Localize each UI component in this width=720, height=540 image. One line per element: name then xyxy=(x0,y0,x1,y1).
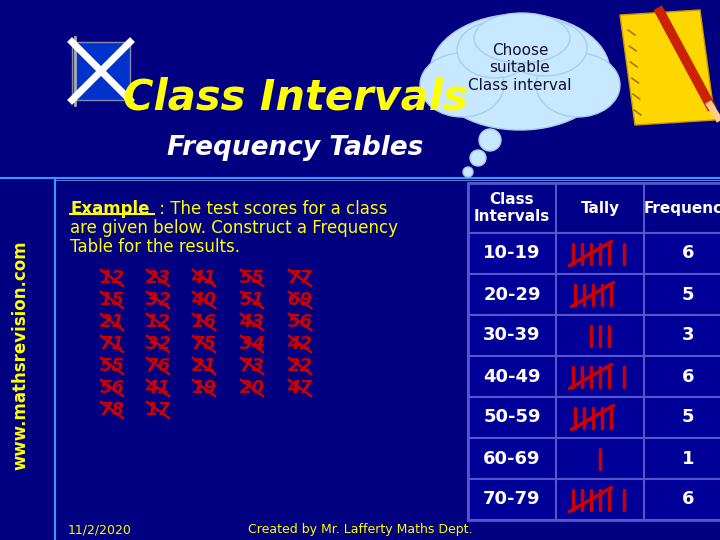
Text: 6: 6 xyxy=(682,490,694,509)
Text: : The test scores for a class: : The test scores for a class xyxy=(154,200,387,218)
Ellipse shape xyxy=(420,53,504,117)
Text: www.mathsrevision.com: www.mathsrevision.com xyxy=(11,240,29,470)
Ellipse shape xyxy=(474,13,570,63)
Text: Class Intervals: Class Intervals xyxy=(122,77,467,119)
Text: 75: 75 xyxy=(192,335,217,353)
Text: 19: 19 xyxy=(192,379,217,397)
Ellipse shape xyxy=(457,22,533,78)
Text: 5: 5 xyxy=(682,408,694,427)
Text: Example: Example xyxy=(70,200,150,218)
Circle shape xyxy=(470,150,486,166)
Text: 11/2/2020: 11/2/2020 xyxy=(68,523,132,537)
Bar xyxy=(468,183,720,233)
Text: 51: 51 xyxy=(240,291,264,309)
Ellipse shape xyxy=(430,14,610,130)
Bar xyxy=(468,183,720,520)
Text: 12: 12 xyxy=(145,313,171,331)
Text: 6: 6 xyxy=(682,245,694,262)
Polygon shape xyxy=(620,10,715,125)
Text: 32: 32 xyxy=(145,335,171,353)
Bar xyxy=(468,438,720,479)
Text: 17: 17 xyxy=(145,401,171,419)
Bar xyxy=(468,397,720,438)
Text: 60-69: 60-69 xyxy=(483,449,541,468)
Text: are given below. Construct a Frequency: are given below. Construct a Frequency xyxy=(70,219,398,237)
Text: Choose
suitable
Class interval: Choose suitable Class interval xyxy=(468,43,572,93)
Text: 69: 69 xyxy=(287,291,312,309)
Text: 32: 32 xyxy=(145,291,171,309)
Bar xyxy=(468,274,720,315)
Bar xyxy=(468,233,720,274)
Text: 50-59: 50-59 xyxy=(483,408,541,427)
Text: 10-19: 10-19 xyxy=(483,245,541,262)
Text: Frequency Tables: Frequency Tables xyxy=(167,135,423,161)
Text: 55: 55 xyxy=(99,357,125,375)
Text: 3: 3 xyxy=(682,327,694,345)
Bar xyxy=(72,42,130,100)
Text: 20: 20 xyxy=(240,379,264,397)
Ellipse shape xyxy=(536,53,620,117)
Text: 78: 78 xyxy=(99,401,125,419)
Bar xyxy=(468,356,720,397)
Text: 23: 23 xyxy=(145,269,171,287)
Text: Created by Mr. Lafferty Maths Dept.: Created by Mr. Lafferty Maths Dept. xyxy=(248,523,472,537)
Text: 47: 47 xyxy=(287,379,312,397)
Text: 5: 5 xyxy=(682,286,694,303)
Text: 56: 56 xyxy=(287,313,312,331)
Text: 6: 6 xyxy=(682,368,694,386)
Text: 71: 71 xyxy=(99,335,125,353)
Text: 15: 15 xyxy=(99,291,125,309)
Text: 21: 21 xyxy=(192,357,217,375)
Bar xyxy=(468,315,720,356)
Text: Frequency: Frequency xyxy=(644,200,720,215)
Text: 70-79: 70-79 xyxy=(483,490,541,509)
Text: 22: 22 xyxy=(287,357,312,375)
Text: 41: 41 xyxy=(145,379,171,397)
Text: 30-39: 30-39 xyxy=(483,327,541,345)
Text: 1: 1 xyxy=(682,449,694,468)
Text: 40: 40 xyxy=(192,291,217,309)
Text: 21: 21 xyxy=(99,313,125,331)
Text: 55: 55 xyxy=(240,269,264,287)
Circle shape xyxy=(479,129,501,151)
Text: 42: 42 xyxy=(287,335,312,353)
Text: 56: 56 xyxy=(99,379,125,397)
Text: Table for the results.: Table for the results. xyxy=(70,238,240,256)
Text: 43: 43 xyxy=(240,313,264,331)
Text: 76: 76 xyxy=(145,357,171,375)
Text: Tally: Tally xyxy=(580,200,620,215)
Ellipse shape xyxy=(503,20,587,76)
Text: 40-49: 40-49 xyxy=(483,368,541,386)
Text: 20-29: 20-29 xyxy=(483,286,541,303)
Text: 34: 34 xyxy=(240,335,264,353)
Text: 73: 73 xyxy=(240,357,264,375)
Text: 12: 12 xyxy=(99,269,125,287)
Text: Class
Intervals: Class Intervals xyxy=(474,192,550,224)
Text: 77: 77 xyxy=(287,269,312,287)
Circle shape xyxy=(463,167,473,177)
Text: 41: 41 xyxy=(192,269,217,287)
Text: 16: 16 xyxy=(192,313,217,331)
Bar xyxy=(468,479,720,520)
